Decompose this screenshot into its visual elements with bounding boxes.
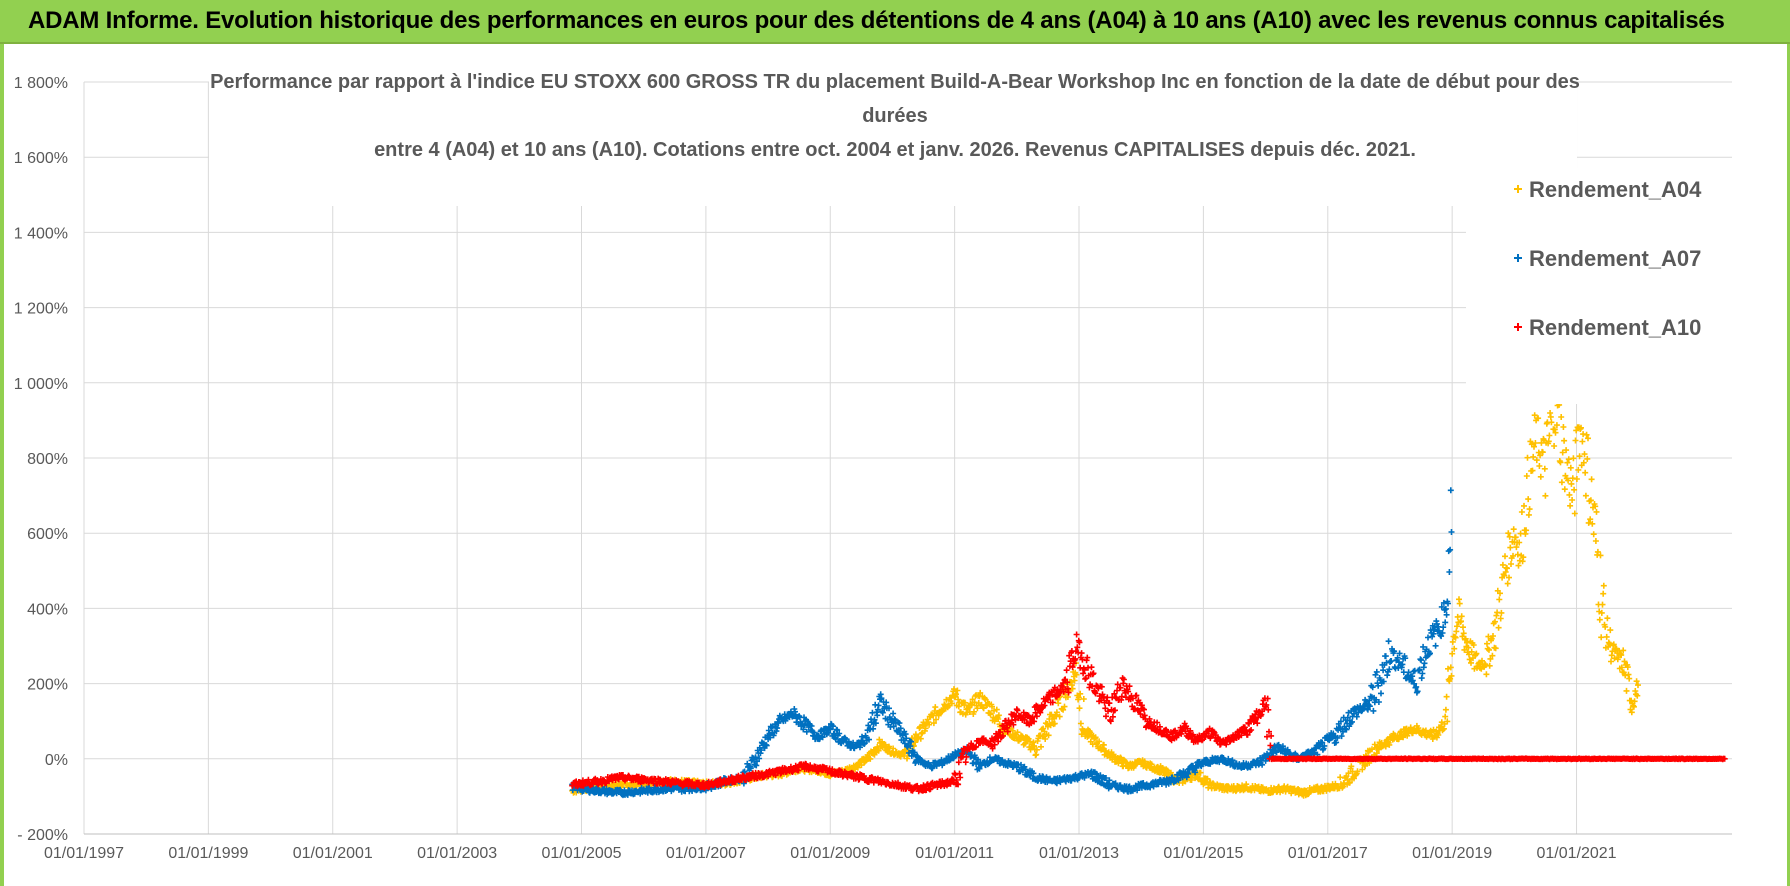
y-tick-label: 0% <box>45 752 68 769</box>
y-tick-label: - 200% <box>17 827 68 844</box>
legend-marker-Rendement_A10 <box>1514 323 1522 331</box>
x-tick-label: 01/01/2003 <box>417 845 497 862</box>
x-tick-label: 01/01/2001 <box>293 845 373 862</box>
y-axis: - 200% 0% 200% 400% 600% 800% 1 000% 1 200% 1 40… <box>14 75 68 844</box>
chart-title-line: Performance par rapport à l'indice EU ST… <box>210 71 1580 93</box>
y-tick-label: 800% <box>27 451 68 468</box>
x-tick-label: 01/01/2007 <box>666 845 746 862</box>
x-axis: 01/01/1997 01/01/1999 01/01/2001 01/01/2003… <box>44 845 1617 862</box>
report-title: ADAM Informe. Evolution historique des p… <box>28 7 1725 34</box>
legend-label-Rendement_A04: Rendement_A04 <box>1529 177 1702 202</box>
series-markers-Rendement_A07 <box>569 487 1455 799</box>
series-Rendement_A04 <box>569 376 1641 799</box>
y-tick-label: 1 800% <box>14 75 68 92</box>
x-tick-label: 01/01/2021 <box>1536 845 1616 862</box>
chart-title: Performance par rapport à l'indice EU ST… <box>209 60 1580 206</box>
y-tick-label: 600% <box>27 526 68 543</box>
legend-label-Rendement_A10: Rendement_A10 <box>1529 315 1701 340</box>
legend-marker-Rendement_A04 <box>1514 185 1522 193</box>
series-markers-Rendement_A04 <box>569 376 1641 799</box>
series-Rendement_A07 <box>569 487 1455 799</box>
chart-legend: Rendement_A04 Rendement_A07 Rendement_A10 <box>1466 168 1732 404</box>
series-Rendement_A10 <box>569 631 1728 795</box>
legend-marker-Rendement_A07 <box>1514 254 1522 262</box>
y-tick-label: 1 400% <box>14 225 68 242</box>
x-tick-label: 01/01/1999 <box>168 845 248 862</box>
chart-series <box>569 376 1728 799</box>
chart-title-box <box>209 60 1577 206</box>
chart-title-line: durées <box>862 105 928 127</box>
x-tick-label: 01/01/2019 <box>1412 845 1492 862</box>
x-tick-label: 01/01/2005 <box>541 845 621 862</box>
legend-box <box>1466 168 1732 404</box>
legend-label-Rendement_A07: Rendement_A07 <box>1529 246 1701 271</box>
x-tick-label: 01/01/2013 <box>1039 845 1119 862</box>
x-tick-label: 01/01/1997 <box>44 845 124 862</box>
y-tick-label: 400% <box>27 601 68 618</box>
performance-chart: Performance par rapport à l'indice EU ST… <box>14 60 1732 862</box>
x-tick-label: 01/01/2011 <box>915 845 994 862</box>
x-tick-label: 01/01/2017 <box>1288 845 1368 862</box>
report-banner: ADAM Informe. Evolution historique des p… <box>0 0 1790 44</box>
y-tick-label: 200% <box>27 677 68 694</box>
y-tick-label: 1 200% <box>14 301 68 318</box>
x-tick-label: 01/01/2015 <box>1163 845 1243 862</box>
y-tick-label: 1 600% <box>14 150 68 167</box>
y-tick-label: 1 000% <box>14 376 68 393</box>
chart-title-line: entre 4 (A04) et 10 ans (A10). Cotations… <box>374 139 1416 161</box>
x-tick-label: 01/01/2009 <box>790 845 870 862</box>
series-markers-Rendement_A10 <box>569 631 1728 795</box>
chart-frame: Performance par rapport à l'indice EU ST… <box>0 44 1790 886</box>
